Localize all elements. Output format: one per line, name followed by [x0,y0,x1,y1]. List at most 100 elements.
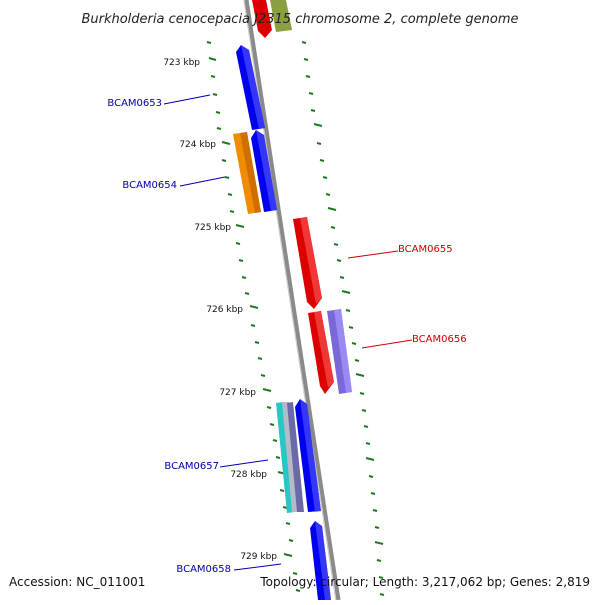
ruler-tick [374,526,380,529]
gene-label-bcam0655[interactable]: BCAM0655 [398,244,453,255]
ruler-tick [283,553,293,557]
ruler-tick [227,193,233,196]
gene-label-bcam0658[interactable]: BCAM0658 [176,564,231,575]
ruler-tick [235,224,245,228]
kbp-label: 729 kbp [240,552,277,562]
ruler-tick [339,276,345,279]
ruler-tick [257,357,263,360]
ruler-tick [301,41,307,44]
kbp-label: 727 kbp [219,388,256,398]
chromosome-backbone [243,0,341,601]
ruler-tick [365,457,375,461]
feature-top-olive [270,0,292,32]
ruler-tick [355,373,365,377]
ruler-tick [354,359,360,362]
feature-slate[interactable] [287,402,304,512]
ruler-tick [345,309,351,312]
ruler-tick [316,142,322,145]
genome-summary-text: Topology: circular; Length: 3,217,062 bp… [259,575,590,589]
feature-top-red [252,0,272,38]
kbp-label: 723 kbp [163,58,200,68]
ruler-tick [235,242,241,245]
bcam0655-leader-line [347,250,399,259]
ruler-tick [319,159,325,162]
gene-bcam0658-arrow[interactable] [310,521,331,600]
ruler-tick [378,576,384,579]
gene-label-bcam0653[interactable]: BCAM0653 [107,98,162,109]
ruler-tick [272,439,278,442]
ruler-tick [279,489,285,492]
gene-bcam0657-arrow[interactable] [295,399,321,512]
kbp-label: 725 kbp [194,223,231,233]
ruler-tick [327,207,337,211]
kbp-label: 726 kbp [206,305,243,315]
ruler-tick [249,305,259,309]
bcam0653-leader-line [163,94,211,105]
ruler-tick [212,93,218,96]
ruler-tick [365,442,371,445]
ruler-tick [250,324,256,327]
gene-label-bcam0656[interactable]: BCAM0656 [412,334,467,345]
ruler-tick [363,425,369,428]
ruler-tick [359,392,365,395]
ruler-tick [348,326,354,329]
bcam0658-leader-line [233,563,282,571]
ruler-tick [275,456,281,459]
ruler-tick [262,388,272,392]
accession-text: Accession: NC_011001 [9,575,145,589]
ruler-tick [216,127,222,130]
gene-bcam0656-arrow[interactable] [308,311,334,394]
ruler-tick [285,522,291,525]
ruler-tick [325,193,331,196]
bcam0656-leader-line [361,339,413,349]
feature-orange[interactable] [233,132,261,214]
ruler-tick [260,374,266,377]
ruler-tick [374,541,384,545]
gene-bcam0654-arrow[interactable] [251,130,277,212]
kbp-label: 724 kbp [179,140,216,150]
ruler-tick [361,409,367,412]
ruler-tick [376,559,382,562]
ruler-tick [221,159,227,162]
ruler-tick [282,506,288,509]
kbp-label: 728 kbp [230,470,267,480]
ruler-tick [206,41,212,44]
ruler-tick [221,141,231,145]
ruler-tick [269,423,275,426]
ruler-tick [241,276,247,279]
gene-bcam0655-arrow[interactable] [293,217,322,309]
ruler-tick [244,292,250,295]
ruler-tick [266,406,272,409]
ruler-tick [351,342,357,345]
gene-label-bcam0654[interactable]: BCAM0654 [122,180,177,191]
ruler-tick [370,492,376,495]
gene-label-bcam0657[interactable]: BCAM0657 [164,461,219,472]
ruler-tick [295,589,301,592]
ruler-tick [208,57,217,61]
ruler-tick [330,226,336,229]
outer-ruler [301,41,385,596]
ruler-tick [372,509,378,512]
ruler-tick [333,243,339,246]
bcam0657-leader-line [219,459,269,468]
feature-purple[interactable] [327,309,352,394]
ruler-tick [341,290,351,294]
ruler-tick [379,593,385,596]
ruler-tick [368,475,374,478]
ruler-tick [210,75,216,78]
ruler-tick [238,259,244,262]
ruler-tick [305,75,311,78]
ruler-tick [288,539,294,542]
ruler-tick [308,92,314,95]
ruler-tick [292,572,298,575]
ruler-tick [313,123,323,127]
gene-bcam0653-arrow[interactable] [236,45,265,130]
chromosome-backbone-highlight [243,0,337,601]
ruler-tick [215,111,221,114]
ruler-tick [303,58,309,61]
ruler-tick [229,210,235,213]
ruler-tick [336,259,342,262]
map-title: Burkholderia cenocepacia J2315 chromosom… [81,12,518,27]
